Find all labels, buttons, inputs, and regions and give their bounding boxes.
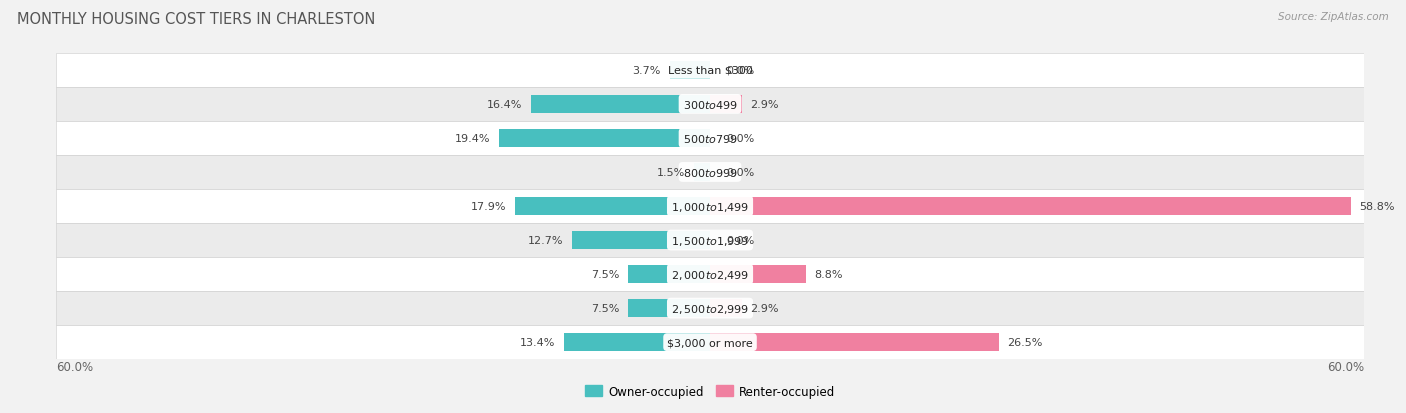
Text: 58.8%: 58.8% [1360, 202, 1395, 211]
Text: Less than $300: Less than $300 [668, 66, 752, 76]
Text: $2,500 to $2,999: $2,500 to $2,999 [671, 302, 749, 315]
Bar [56, 292, 1364, 325]
Text: $1,500 to $1,999: $1,500 to $1,999 [671, 234, 749, 247]
Text: $800 to $999: $800 to $999 [682, 166, 738, 178]
Bar [56, 325, 1364, 359]
Text: $2,000 to $2,499: $2,000 to $2,499 [671, 268, 749, 281]
Text: 26.5%: 26.5% [1008, 337, 1043, 347]
Text: 12.7%: 12.7% [527, 235, 562, 245]
Bar [56, 190, 1364, 223]
Text: 0.0%: 0.0% [727, 168, 755, 178]
Bar [710, 334, 998, 351]
Bar [669, 62, 710, 79]
Bar [628, 299, 710, 317]
Text: 17.9%: 17.9% [471, 202, 506, 211]
Legend: Owner-occupied, Renter-occupied: Owner-occupied, Renter-occupied [579, 380, 841, 402]
Text: $500 to $799: $500 to $799 [682, 133, 738, 145]
Bar [564, 334, 710, 351]
Bar [56, 156, 1364, 190]
Bar [56, 121, 1364, 156]
Text: 3.7%: 3.7% [633, 66, 661, 76]
Text: 0.0%: 0.0% [727, 235, 755, 245]
Text: 16.4%: 16.4% [488, 100, 523, 109]
Text: 19.4%: 19.4% [454, 133, 489, 144]
Bar [693, 164, 710, 181]
Bar [710, 198, 1351, 215]
Bar [56, 257, 1364, 292]
Text: 1.5%: 1.5% [657, 168, 685, 178]
Bar [628, 266, 710, 283]
Bar [515, 198, 710, 215]
Text: 8.8%: 8.8% [814, 269, 844, 280]
Text: 2.9%: 2.9% [751, 304, 779, 313]
Text: 60.0%: 60.0% [1327, 360, 1364, 373]
Text: 7.5%: 7.5% [591, 269, 620, 280]
Bar [531, 96, 710, 114]
Bar [710, 96, 741, 114]
Bar [56, 223, 1364, 257]
Bar [56, 54, 1364, 88]
Text: 60.0%: 60.0% [56, 360, 93, 373]
Text: $1,000 to $1,499: $1,000 to $1,499 [671, 200, 749, 213]
Text: MONTHLY HOUSING COST TIERS IN CHARLESTON: MONTHLY HOUSING COST TIERS IN CHARLESTON [17, 12, 375, 27]
Text: 0.0%: 0.0% [727, 133, 755, 144]
Text: 2.9%: 2.9% [751, 100, 779, 109]
Bar [499, 130, 710, 147]
Text: Source: ZipAtlas.com: Source: ZipAtlas.com [1278, 12, 1389, 22]
Bar [572, 232, 710, 249]
Text: $3,000 or more: $3,000 or more [668, 337, 752, 347]
Text: $300 to $499: $300 to $499 [682, 99, 738, 111]
Text: 13.4%: 13.4% [520, 337, 555, 347]
Bar [56, 88, 1364, 121]
Text: 0.0%: 0.0% [727, 66, 755, 76]
Bar [710, 299, 741, 317]
Text: 7.5%: 7.5% [591, 304, 620, 313]
Bar [710, 266, 806, 283]
